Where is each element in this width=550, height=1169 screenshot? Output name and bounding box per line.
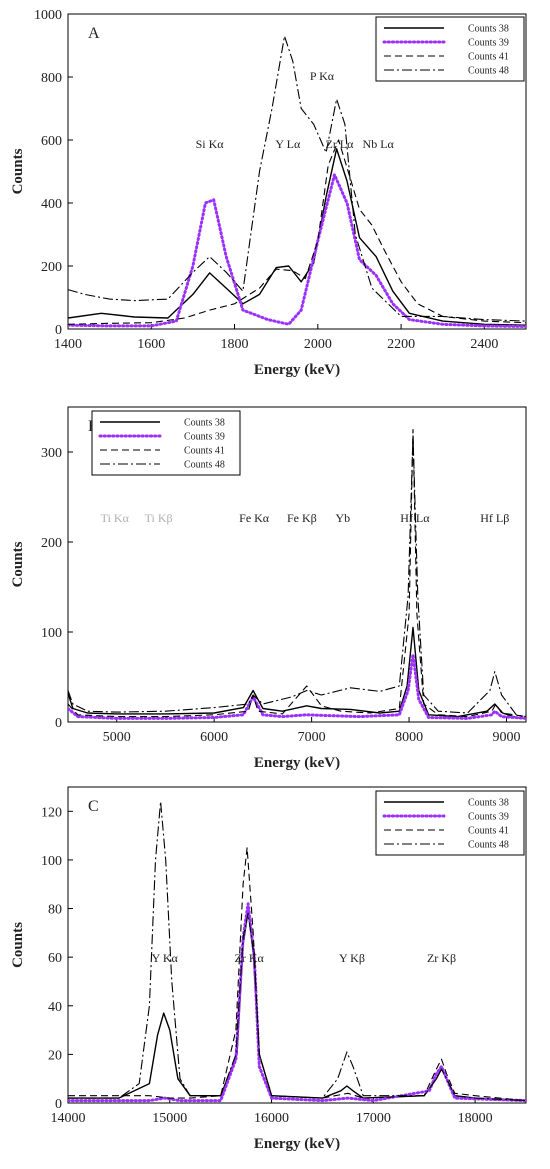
legend-entry-label: Counts 39 (468, 812, 509, 823)
x-axis-title: Energy (keV) (254, 1136, 340, 1152)
legend-entry-label: Counts 38 (468, 24, 509, 35)
series-line-counts-48 (68, 435, 526, 718)
x-tick-label: 2400 (470, 337, 498, 352)
chart-panel-a: 1400 1600 1800 2000 2200 2400 0 200 400 600 800 100… (10, 8, 527, 378)
legend-entry-label: Counts 48 (468, 840, 509, 851)
x-tick-label: 5000 (103, 730, 131, 745)
y-tick-label: 1000 (34, 8, 62, 23)
panel-label: A (88, 25, 100, 42)
peak-annotation: Zr Kβ (427, 951, 456, 965)
series-line-counts-39 (68, 902, 526, 1103)
y-tick-label: 0 (55, 323, 62, 338)
y-tick-label: 40 (48, 1000, 62, 1015)
series-line-counts-41 (68, 847, 526, 1102)
y-axis-title: Counts (10, 922, 26, 968)
y-tick-label: 600 (41, 134, 62, 149)
panel-label: C (88, 798, 99, 815)
plot-frame (67, 13, 527, 330)
legend-entry-label: Counts 41 (468, 826, 509, 837)
y-tick-label: 200 (41, 536, 62, 551)
y-tick-label: 100 (41, 854, 62, 869)
peak-annotation: Y Kα (152, 951, 179, 965)
legend-entry-label: Counts 38 (184, 418, 225, 429)
x-tick-label: 2200 (387, 337, 415, 352)
y-tick-label: 120 (41, 805, 62, 820)
peak-annotation: Hf Lα (400, 511, 430, 525)
legend-box (375, 16, 525, 82)
x-axis-title: Energy (keV) (254, 362, 340, 378)
legend-entry-label: Counts 41 (184, 446, 225, 457)
peak-annotation: Nb Lα (363, 137, 395, 151)
chart-panel-b: 5000 6000 7000 8000 9000 0 100 200 300 Energy (ke… (10, 406, 527, 771)
legend-entry-label: Counts 41 (468, 52, 509, 63)
peak-annotation: Zr Lα (325, 137, 354, 151)
x-tick-label: 2000 (304, 337, 332, 352)
x-tick-label: 6000 (200, 730, 228, 745)
x-tick-label: 17000 (356, 1111, 391, 1126)
y-tick-label: 0 (55, 1097, 62, 1112)
y-tick-label: 300 (41, 446, 62, 461)
x-tick-label: 1800 (221, 337, 249, 352)
series-line-counts-41 (68, 428, 526, 718)
series-line-counts-39 (68, 173, 526, 328)
peak-annotation: Fe Kα (239, 511, 270, 525)
peak-annotation: Y Kβ (339, 951, 365, 965)
peak-annotation: P Kα (310, 69, 335, 83)
peak-annotation: Ti Kα (101, 511, 130, 525)
x-tick-label: 1600 (137, 337, 165, 352)
x-tick-label: 1400 (54, 337, 82, 352)
y-tick-label: 100 (41, 626, 62, 641)
legend-entry-label: Counts 48 (468, 66, 509, 77)
series-line-counts-38 (68, 148, 526, 326)
x-tick-label: 15000 (152, 1111, 187, 1126)
series-line-counts-38 (68, 626, 526, 720)
peak-annotation: Zr Kα (235, 951, 265, 965)
y-tick-label: 200 (41, 260, 62, 275)
legend: Counts 38 Counts 39 Counts 41 Counts 48 (375, 790, 525, 856)
plot-frame (67, 786, 527, 1104)
y-tick-label: 400 (41, 197, 62, 212)
peak-annotation: Fe Kβ (287, 511, 317, 525)
series-line-counts-38 (68, 910, 526, 1102)
y-axis-title: Counts (10, 148, 26, 194)
x-tick-label: 7000 (298, 730, 326, 745)
x-tick-label: 14000 (51, 1111, 86, 1126)
y-tick-label: 20 (48, 1048, 62, 1063)
x-tick-label: 18000 (458, 1111, 493, 1126)
x-tick-label: 8000 (395, 730, 423, 745)
series-line-counts-41 (68, 139, 526, 325)
series-line-counts-48 (68, 35, 526, 322)
legend-entry-label: Counts 48 (184, 460, 225, 471)
peak-annotation: Yb (335, 511, 350, 525)
peak-annotation: Si Kα (196, 137, 225, 151)
y-tick-label: 80 (48, 903, 62, 918)
legend: Counts 38 Counts 39 Counts 41 Counts 48 (91, 410, 241, 476)
y-tick-label: 800 (41, 71, 62, 86)
peak-annotation: Ti Kβ (145, 511, 173, 525)
peak-annotation: Hf Lβ (480, 511, 509, 525)
legend-entry-label: Counts 39 (184, 432, 225, 443)
legend-entry-label: Counts 38 (468, 798, 509, 809)
series-line-counts-39 (68, 653, 526, 720)
y-tick-label: 60 (48, 951, 62, 966)
plot-frame (67, 406, 527, 723)
x-tick-label: 16000 (254, 1111, 289, 1126)
x-tick-label: 9000 (493, 730, 521, 745)
y-tick-label: 0 (55, 716, 62, 731)
legend: Counts 38 Counts 39 Counts 41 Counts 48 (375, 16, 525, 82)
y-axis-title: Counts (10, 541, 26, 587)
peak-annotation: Y Lα (275, 137, 301, 151)
chart-panel-c: 14000 15000 16000 17000 18000 0 20 40 60 80 100 120… (10, 786, 527, 1152)
x-axis-title: Energy (keV) (254, 755, 340, 771)
legend-entry-label: Counts 39 (468, 38, 509, 49)
